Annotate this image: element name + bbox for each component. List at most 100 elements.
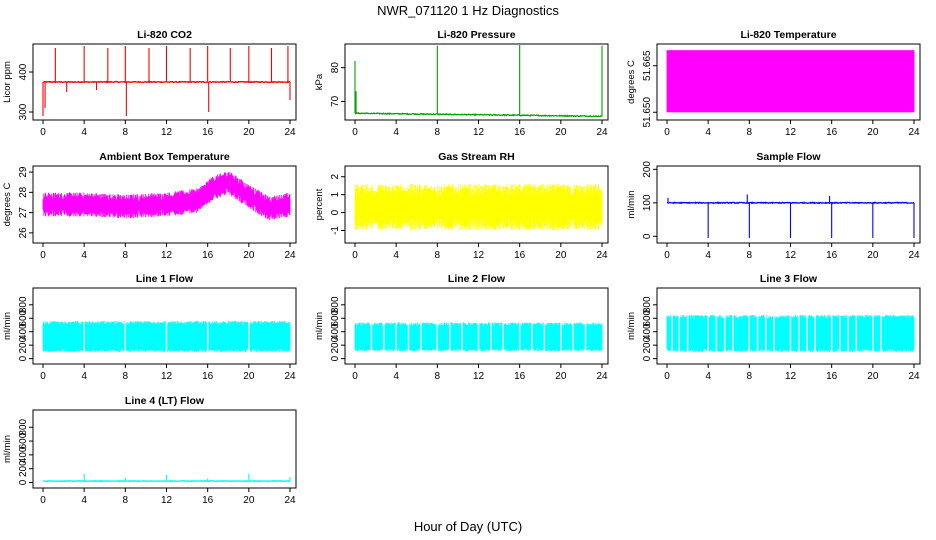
x-tick-label: 12 [161, 127, 173, 138]
plot-frame [32, 287, 297, 365]
panel-title: Line 3 Flow [760, 273, 818, 285]
y-tick-label: 600 [18, 432, 29, 449]
panel-title: Li-820 CO2 [137, 29, 192, 41]
x-tick-label: 24 [284, 250, 296, 261]
y-axis-label: degrees C [626, 60, 637, 104]
y-tick-label: 100 [642, 194, 653, 211]
y-axis-label: ml/min [626, 191, 637, 219]
data-series [666, 194, 915, 238]
y-tick-label: 0 [330, 209, 341, 215]
y-tick-label: 51.665 [642, 50, 653, 81]
panel-3: Li-820 Temperature degrees C 0 4 8 12 16 20 24 51… [626, 29, 921, 138]
panel-title: Line 1 Flow [136, 273, 194, 285]
x-tick-label: 16 [202, 495, 214, 506]
panel-title: Line 2 Flow [448, 273, 506, 285]
x-tick-label: 20 [867, 127, 879, 138]
y-tick-label: 28 [18, 186, 29, 198]
x-tick-label: 4 [81, 250, 87, 261]
y-tick-label: 400 [642, 323, 653, 340]
x-tick-label: 24 [908, 371, 920, 382]
y-tick-label: 600 [18, 309, 29, 326]
x-tick-label: 4 [705, 250, 711, 261]
panel-title: Gas Stream RH [438, 151, 514, 163]
y-tick-label: 0 [642, 233, 653, 239]
plot-frame [344, 43, 609, 121]
x-tick-label: 4 [81, 371, 87, 382]
panel-title: Sample Flow [756, 151, 821, 163]
data-series [42, 46, 291, 116]
x-tick-label: 8 [435, 371, 441, 382]
y-axis-label: Licor ppm [2, 61, 13, 103]
x-tick-label: 8 [435, 127, 441, 138]
panel-6: Sample Flow ml/min 0 4 8 12 16 20 24 0 100 200 [626, 151, 921, 261]
x-tick-label: 8 [123, 371, 129, 382]
y-tick-label: 29 [18, 166, 29, 178]
baseline-trace [354, 112, 603, 118]
x-tick-label: 24 [908, 250, 920, 261]
x-tick-label: 0 [40, 495, 46, 506]
y-tick-label: 400 [18, 446, 29, 463]
x-tick-label: 20 [555, 127, 567, 138]
x-tick-label: 0 [352, 127, 358, 138]
x-tick-label: 12 [785, 371, 797, 382]
x-tick-label: 4 [393, 250, 399, 261]
x-tick-label: 16 [514, 371, 526, 382]
x-tick-label: 16 [514, 250, 526, 261]
x-axis-caption: Hour of Day (UTC) [414, 519, 522, 534]
y-tick-label: 300 [18, 103, 29, 120]
x-tick-label: 24 [284, 495, 296, 506]
x-tick-label: 20 [867, 250, 879, 261]
y-tick-label: 600 [330, 309, 341, 326]
x-tick-label: 12 [161, 371, 173, 382]
x-tick-label: 0 [664, 127, 670, 138]
y-tick-label: 0 [642, 355, 653, 361]
x-tick-label: 8 [435, 250, 441, 261]
data-series [666, 50, 915, 113]
plot-frame [656, 43, 921, 121]
y-tick-label: 0 [18, 479, 29, 485]
plot-frame [32, 165, 297, 244]
y-tick-label: 400 [330, 323, 341, 340]
data-series [42, 318, 291, 354]
y-tick-label: 600 [642, 309, 653, 326]
panel-9: Line 3 Flow ml/min 0 4 8 12 16 20 24 0 20040060080… [626, 273, 921, 382]
data-series [42, 473, 291, 483]
y-tick-label: 800 [18, 418, 29, 435]
y-axis-label: degrees C [2, 182, 13, 226]
x-tick-label: 16 [826, 127, 838, 138]
x-tick-label: 24 [596, 250, 608, 261]
y-tick-label: 800 [642, 296, 653, 313]
y-tick-label: 200 [18, 336, 29, 353]
y-axis-label: ml/min [314, 312, 325, 340]
x-tick-label: 16 [514, 127, 526, 138]
x-tick-label: 12 [473, 127, 485, 138]
panel-10: Line 4 (LT) Flow ml/min 0 4 8 12 16 20 24 0 200400… [2, 395, 297, 506]
x-tick-label: 0 [40, 127, 46, 138]
x-tick-label: 0 [40, 371, 46, 382]
x-tick-label: 4 [393, 127, 399, 138]
y-tick-label: 800 [18, 296, 29, 313]
y-tick-label: 0 [18, 355, 29, 361]
x-tick-label: 20 [555, 250, 567, 261]
y-tick-label: 200 [18, 460, 29, 477]
x-tick-label: 0 [664, 371, 670, 382]
y-tick-label: 51.650 [642, 97, 653, 128]
y-axis-label: ml/min [2, 435, 13, 463]
y-tick-label: 200 [330, 336, 341, 353]
y-tick-label: 800 [330, 296, 341, 313]
panel-4: Ambient Box Temperature degrees C 0 4 8 12 16 2… [2, 151, 297, 261]
x-tick-label: 4 [81, 495, 87, 506]
y-tick-label: -1 [330, 226, 341, 235]
x-tick-label: 12 [473, 371, 485, 382]
x-tick-label: 20 [555, 371, 567, 382]
x-tick-label: 16 [202, 371, 214, 382]
plot-frame [656, 287, 921, 365]
y-tick-label: 200 [642, 336, 653, 353]
plot-frame [32, 409, 297, 489]
x-tick-label: 16 [826, 371, 838, 382]
x-tick-label: 0 [664, 250, 670, 261]
